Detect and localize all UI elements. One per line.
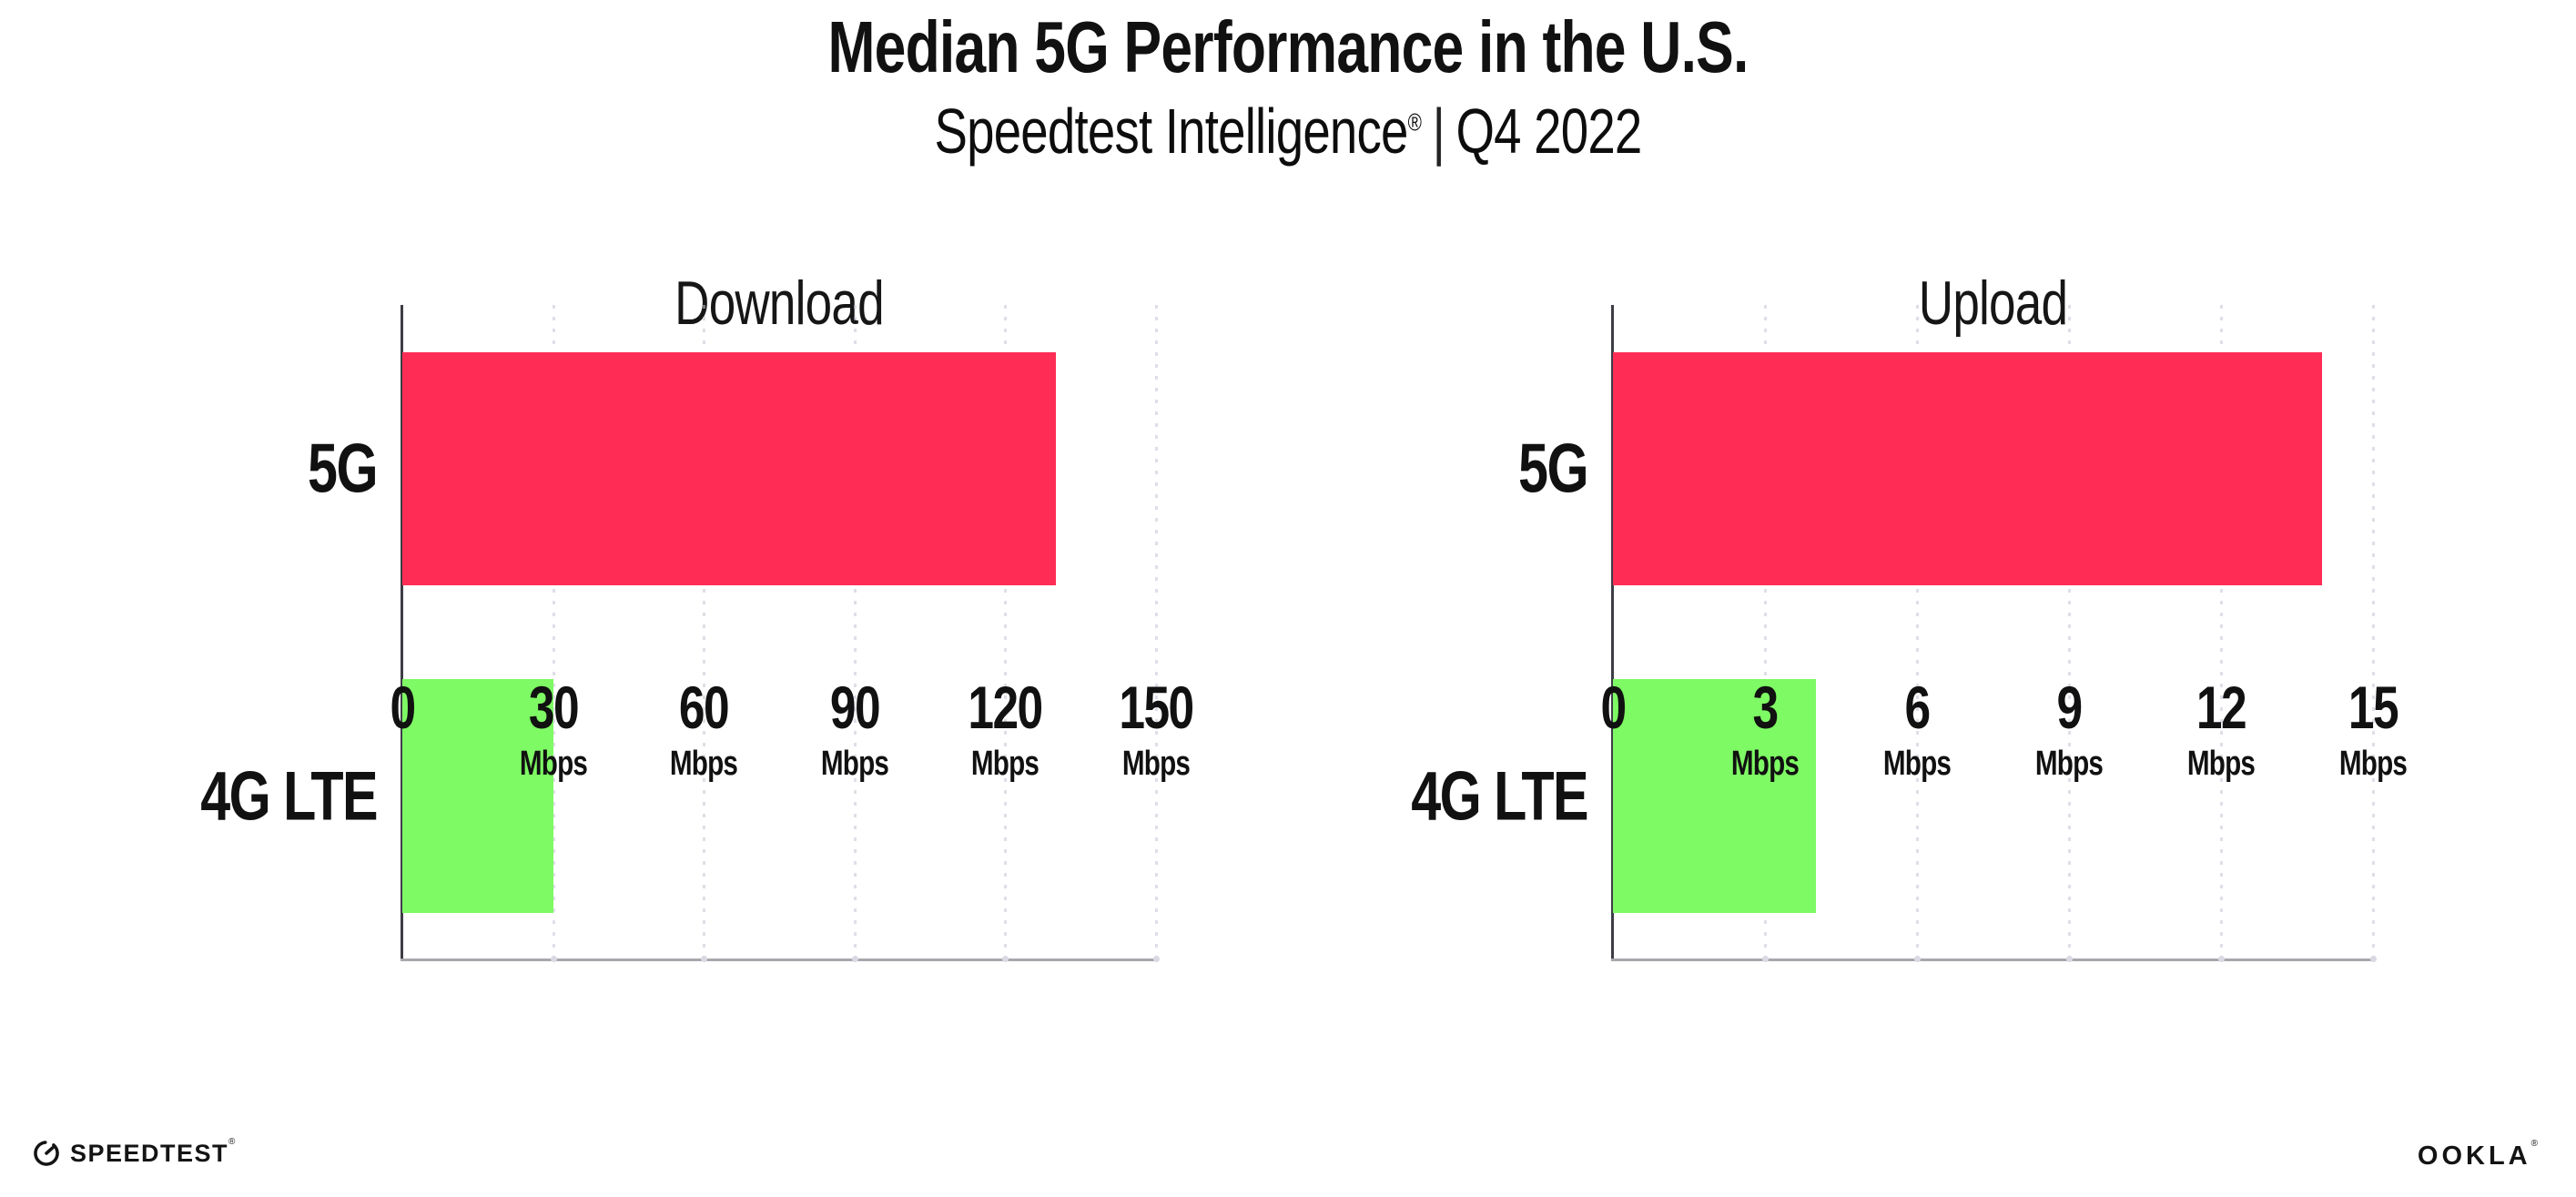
upload-chart: Upload 5G 4G LTE 0 3 Mbps 6 Mbps 9 Mbps 12 Mbps 15… [1411,0,2408,1197]
tick-value: 15 [2348,674,2399,741]
tick-value: 6 [1904,674,1931,741]
x-tick-90: 90 Mbps [811,654,898,781]
gridline-base-dot [1002,956,1009,962]
bar-row-5g: 5G [1518,352,2373,585]
tick-unit: Mbps [2034,745,2104,783]
x-axis-line [1611,959,2375,961]
tick-unit: Mbps [670,745,738,783]
gridline-6 [1914,305,1921,962]
gridline-base-dot [2218,956,2225,962]
y-axis-line [401,305,403,959]
x-tick-15: 15 Mbps [2329,654,2416,781]
gridline-base-dot [550,956,557,962]
gridline-90 [851,305,858,962]
gridline-9 [2066,305,2073,962]
x-tick-60: 60 Mbps [661,654,747,781]
page-title: Median 5G Performance in the U.S. [827,6,1749,87]
tick-unit: Mbps [1882,745,1952,783]
bar-4g-lte [1613,679,1816,913]
category-label: 4G LTE [200,757,378,835]
subtitle-brand: Speedtest Intelligence [934,96,1408,167]
x-tick-0: 0 [387,654,419,737]
gridline-base-dot [851,956,858,962]
x-tick-9: 9 Mbps [2025,654,2112,781]
gridline-base-dot [2066,956,2073,962]
speedtest-logo-text: SPEEDTEST® [70,1136,237,1167]
speedtest-logo: SPEEDTEST® [31,1136,237,1169]
tick-unit: Mbps [2338,745,2408,783]
x-tick-30: 30 Mbps [510,654,596,781]
tick-value: 90 [829,674,881,741]
tick-unit: Mbps [2186,745,2256,783]
gridline-120 [1002,305,1009,962]
tick-unit: Mbps [971,745,1040,783]
tick-unit: Mbps [820,745,889,783]
bar-row-5g: 5G [308,352,1156,585]
speedtest-registered-mark: ® [228,1136,237,1147]
bar-row-4g-lte: 4G LTE [200,679,1156,913]
registered-mark: ® [1407,108,1422,137]
gridline-150 [1153,305,1160,962]
plot-area: 5G 4G LTE [1411,305,2377,962]
x-tick-150: 150 Mbps [1109,654,1203,781]
ookla-logo-text: OOKLA® [2417,1139,2541,1171]
tick-value: 0 [390,674,416,741]
tick-unit: Mbps [1730,745,1800,783]
speedtest-gauge-icon [34,1141,59,1166]
tick-value: 3 [1752,674,1779,741]
tick-value: 150 [1119,674,1194,741]
tick-value: 12 [2196,674,2247,741]
gridline-15 [2370,305,2377,962]
header: Median 5G Performance in the U.S. Speedt… [0,9,2576,167]
bar-5g [1613,352,2323,585]
download-chart: Download 5G 4G LTE 0 30 Mbps 60 Mbps 90 Mbps 120… [200,0,1194,1197]
category-label: 5G [1518,430,1589,508]
category-label: 5G [308,430,379,508]
tick-value: 120 [968,674,1044,741]
bar-5g [402,352,1056,585]
x-tick-3: 3 Mbps [1721,654,1808,781]
tick-unit: Mbps [519,745,587,783]
gridline-30 [550,305,557,962]
page-subtitle: Speedtest Intelligence® | Q4 2022 [0,95,2576,167]
tick-value: 30 [528,674,580,741]
gridline-3 [1762,305,1769,962]
x-tick-12: 12 Mbps [2177,654,2264,781]
chart-title: Upload [1918,269,2068,339]
tick-value: 9 [2056,674,2083,741]
plot-area: 5G 4G LTE [200,305,1160,962]
ookla-registered-mark: ® [2530,1139,2541,1149]
category-label: 4G LTE [1411,757,1588,835]
x-axis-line [401,959,1158,961]
gridline-base-dot [701,956,708,962]
tick-value: 60 [679,674,730,741]
tick-unit: Mbps [1121,745,1191,783]
x-tick-0: 0 [1597,654,1629,737]
gridline-base-dot [1762,956,1769,962]
chart-title: Download [674,269,884,339]
x-tick-120: 120 Mbps [958,654,1052,781]
gridline-12 [2218,305,2225,962]
gridline-base-dot [1153,956,1160,962]
subtitle-separator: | [1432,96,1445,167]
gridline-60 [701,305,708,962]
y-axis-line [1611,305,1614,959]
bar-row-4g-lte: 4G LTE [1411,679,2373,913]
ookla-logo: OOKLA® [2417,1139,2541,1171]
x-tick-6: 6 Mbps [1873,654,1960,781]
bar-4g-lte [402,679,553,913]
tick-value: 0 [1600,674,1627,741]
subtitle-period: Q4 2022 [1455,96,1642,167]
gridline-base-dot [1914,956,1921,962]
gridline-base-dot [2370,956,2377,962]
